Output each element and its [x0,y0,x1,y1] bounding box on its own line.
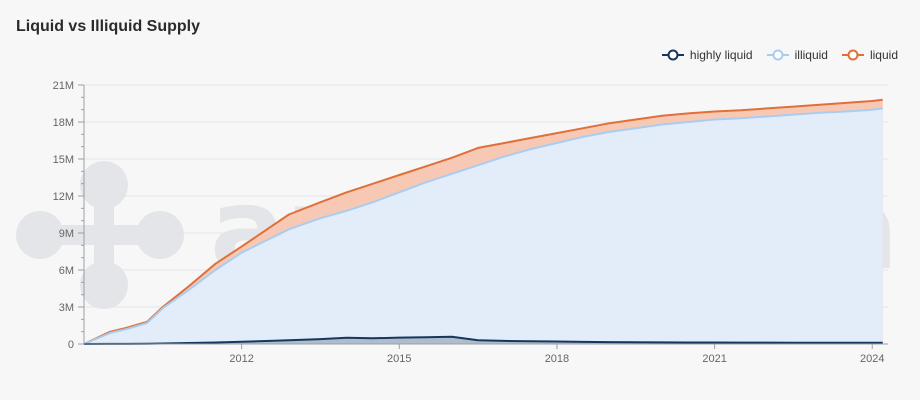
y-tick-label: 21M [53,80,74,92]
x-tick-label: 2015 [387,353,411,365]
x-tick-label: 2012 [229,353,253,365]
y-tick-label: 12M [53,191,74,203]
series-layer [83,98,883,345]
series-area-illiquid [84,108,883,345]
x-tick-label: 2018 [545,353,569,365]
x-tick-label: 2024 [860,353,884,365]
x-tick-label: 2021 [702,353,726,365]
y-tick-label: 15M [53,154,74,166]
legend-marker-illiquid-icon [766,49,789,61]
legend-item-illiquid[interactable]: illiquid [766,48,828,62]
legend-label-highly-liquid: highly liquid [689,48,753,62]
y-tick-label: 3M [59,302,74,314]
chart-title: Liquid vs Illiquid Supply [16,18,200,35]
chart-legend: highly liquid illiquid liquid [661,48,898,62]
legend-item-highly-liquid[interactable]: highly liquid [661,48,753,62]
axis-layer: 0 3M 6M 9M 12M 15M 18M 21M 2012 2015 2018 2021 2024 [53,80,888,365]
y-tick-label: 6M [59,265,74,277]
y-tick-label: 9M [59,228,74,240]
series-line-highly-liquid[interactable] [83,335,883,345]
y-tick-label: 18M [53,117,74,129]
legend-marker-highly-liquid-icon [661,49,684,61]
series-area-highly-liquid [84,336,883,344]
legend-label-liquid: liquid [869,48,898,62]
legend-marker-liquid-icon [841,49,864,61]
series-line-liquid[interactable] [83,98,883,345]
legend-item-liquid[interactable]: liquid [841,48,898,62]
series-line-illiquid[interactable] [83,107,883,345]
y-tick-label: 0 [68,339,74,351]
amberdata-logo-icon [16,161,184,309]
legend-label-illiquid: illiquid [794,48,828,62]
